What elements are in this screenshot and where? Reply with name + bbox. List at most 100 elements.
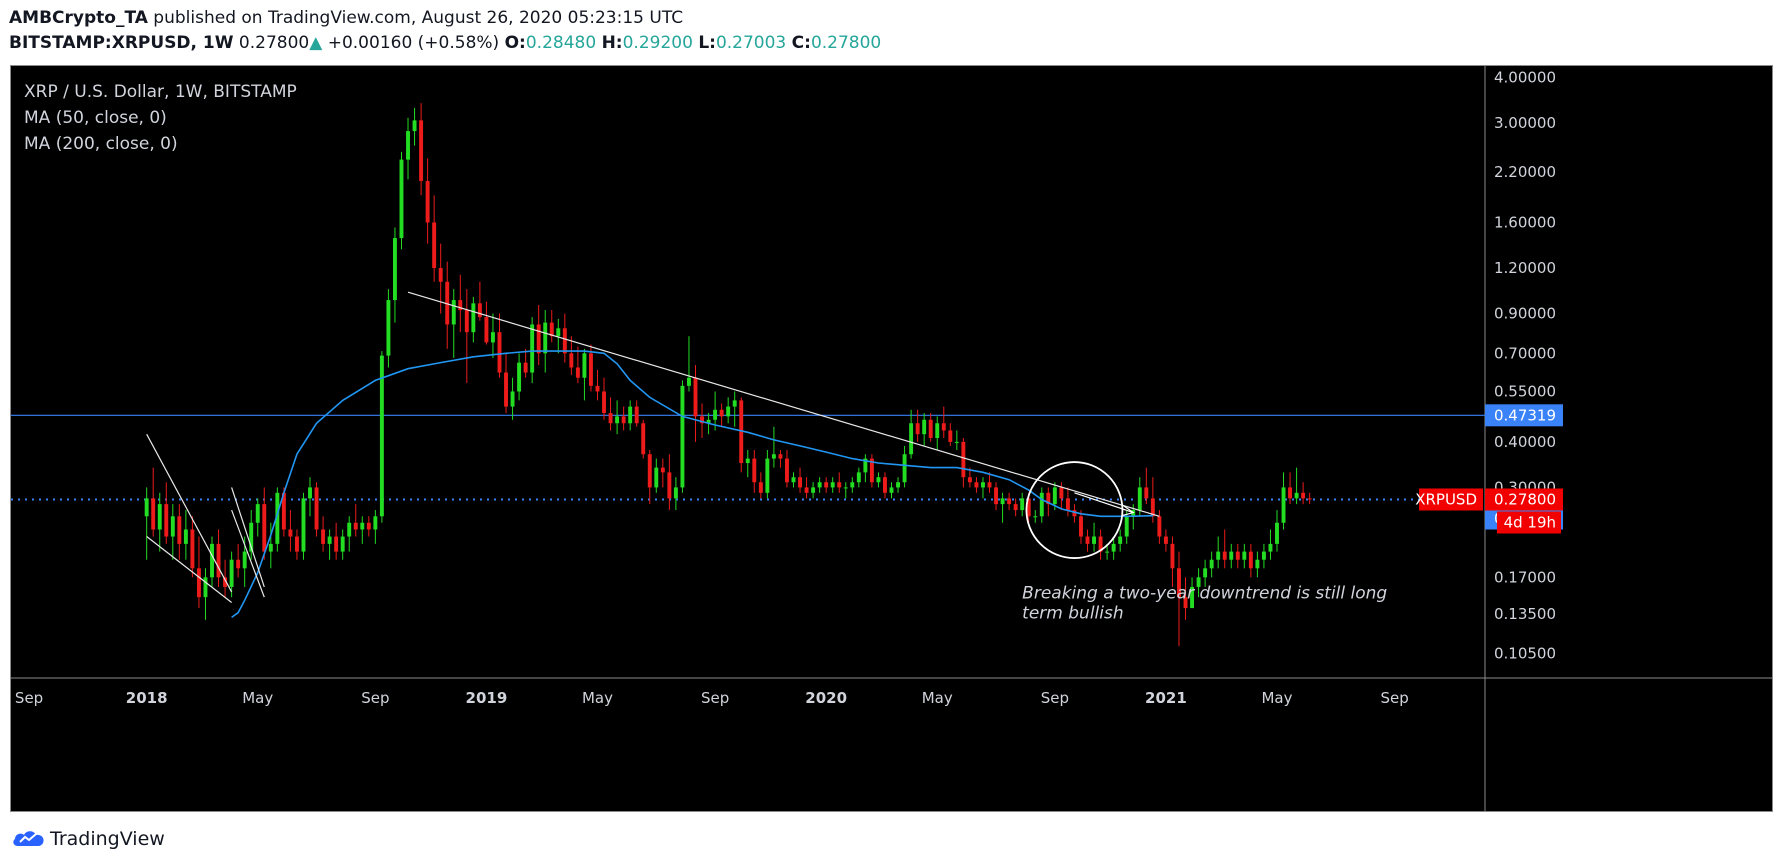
candle-body — [1248, 551, 1253, 569]
candle-body — [608, 413, 613, 424]
candle-body — [1039, 492, 1044, 517]
close-value: 0.27800 — [810, 33, 882, 53]
candle-body — [1007, 498, 1012, 505]
candle-body — [504, 372, 508, 407]
footer: TradingView — [0, 814, 1783, 866]
candle-body — [1000, 498, 1005, 505]
candle-body — [1013, 504, 1018, 511]
publish-header: AMBCrypto_TA published on TradingView.co… — [0, 0, 1783, 64]
candle-body — [582, 353, 587, 378]
candle-body — [1065, 498, 1070, 511]
candle-body — [262, 504, 267, 552]
legend-ma50[interactable]: MA (50, close, 0) — [24, 108, 167, 128]
candle-body — [1196, 577, 1201, 587]
candle-body — [961, 441, 966, 478]
candle-body — [490, 332, 495, 343]
candle-body — [1209, 559, 1214, 569]
chart-panel[interactable]: 4.00000 3.00000 2.20000 1.60000 1.20000 0.900… — [10, 65, 1773, 812]
candle-body — [687, 377, 691, 386]
candle-body — [615, 416, 620, 424]
candle-body — [340, 536, 345, 552]
annotation-line1: Breaking a two-year downtrend is still l… — [1022, 584, 1387, 604]
candle-body — [327, 536, 332, 544]
candle-body — [1190, 586, 1195, 609]
candle-body — [210, 543, 214, 578]
tradingview-logo-icon[interactable] — [12, 828, 46, 848]
candle-body — [1150, 498, 1155, 517]
candle-body — [1183, 597, 1188, 609]
candle-body — [745, 458, 750, 464]
candle-body — [1157, 516, 1162, 537]
candle-body — [1072, 510, 1077, 517]
candle-body — [170, 516, 175, 537]
candle-body — [157, 504, 162, 530]
candle-body — [255, 504, 260, 523]
candle-body — [196, 568, 201, 598]
candle-body — [1124, 516, 1129, 537]
candle-body — [902, 454, 907, 483]
candle-body — [445, 281, 450, 325]
price-tick-label: 0.55000 — [1494, 382, 1556, 400]
footer-brand[interactable]: TradingView — [50, 828, 165, 850]
published-text: published on TradingView.com, August 26,… — [147, 8, 684, 28]
price-tick-label: 2.20000 — [1494, 163, 1556, 181]
candle-body — [1098, 536, 1103, 552]
candle-body — [386, 300, 391, 356]
candle-body — [308, 487, 312, 499]
candle-body — [680, 385, 685, 488]
candle-body — [1281, 487, 1286, 523]
candle-body — [804, 487, 809, 493]
candle-body — [1216, 551, 1221, 560]
symbol-info: BITSTAMP:XRPUSD, 1W 0.27800▲ +0.00160 (+… — [9, 33, 881, 53]
candle-body — [1020, 498, 1025, 511]
candle-body — [517, 362, 522, 392]
candle-body — [438, 268, 443, 282]
candle-body — [1111, 543, 1116, 552]
candle-body — [778, 454, 783, 459]
candle-body — [1105, 551, 1110, 553]
candle-body — [876, 477, 881, 483]
candle-body — [1222, 551, 1227, 560]
candle-body — [1275, 522, 1279, 544]
open-label: O: — [504, 33, 526, 53]
candle-body — [183, 529, 188, 544]
time-tick-label: Sep — [15, 689, 43, 707]
open-value: 0.28480 — [525, 33, 597, 53]
candle-body — [151, 498, 156, 530]
author-name[interactable]: AMBCrypto_TA — [9, 8, 148, 28]
arrow-head-icon — [1122, 505, 1135, 517]
symbol-badge-bg — [1419, 488, 1483, 511]
candle-body — [1163, 536, 1168, 544]
candle-body — [177, 516, 182, 544]
candle-body — [1301, 492, 1306, 499]
trendline — [407, 291, 1160, 517]
candle-body — [700, 416, 704, 424]
countdown-badge: 4d 19h — [1504, 513, 1556, 531]
candle-body — [830, 482, 835, 488]
candle-body — [602, 391, 606, 414]
time-tick-label: 2019 — [466, 689, 508, 707]
legend-title[interactable]: XRP / U.S. Dollar, 1W, BITSTAMP — [24, 82, 297, 102]
candle-body — [1059, 487, 1064, 499]
candle-body — [824, 482, 829, 488]
candle-body — [719, 409, 724, 417]
highlight-circle — [1025, 461, 1124, 559]
candle-body — [941, 423, 946, 431]
candle-body — [223, 577, 228, 587]
price-chart[interactable]: 4.00000 3.00000 2.20000 1.60000 1.20000 0.900… — [11, 66, 1772, 811]
symbol-badge: XRPUSD — [1415, 490, 1477, 508]
candle-body — [909, 423, 914, 455]
candle-body — [1052, 487, 1057, 505]
candle-body — [588, 353, 593, 386]
trendline — [146, 433, 233, 593]
candle-body — [549, 322, 554, 337]
candle-body — [935, 423, 940, 438]
legend-ma200[interactable]: MA (200, close, 0) — [24, 134, 178, 154]
candle-body — [1255, 559, 1260, 569]
symbol-label: BITSTAMP:XRPUSD, 1W — [9, 33, 234, 53]
candle-body — [366, 522, 371, 530]
candle-body — [647, 454, 652, 488]
candle-body — [1261, 551, 1266, 560]
candle-body — [1137, 487, 1142, 511]
candle-body — [726, 406, 731, 417]
